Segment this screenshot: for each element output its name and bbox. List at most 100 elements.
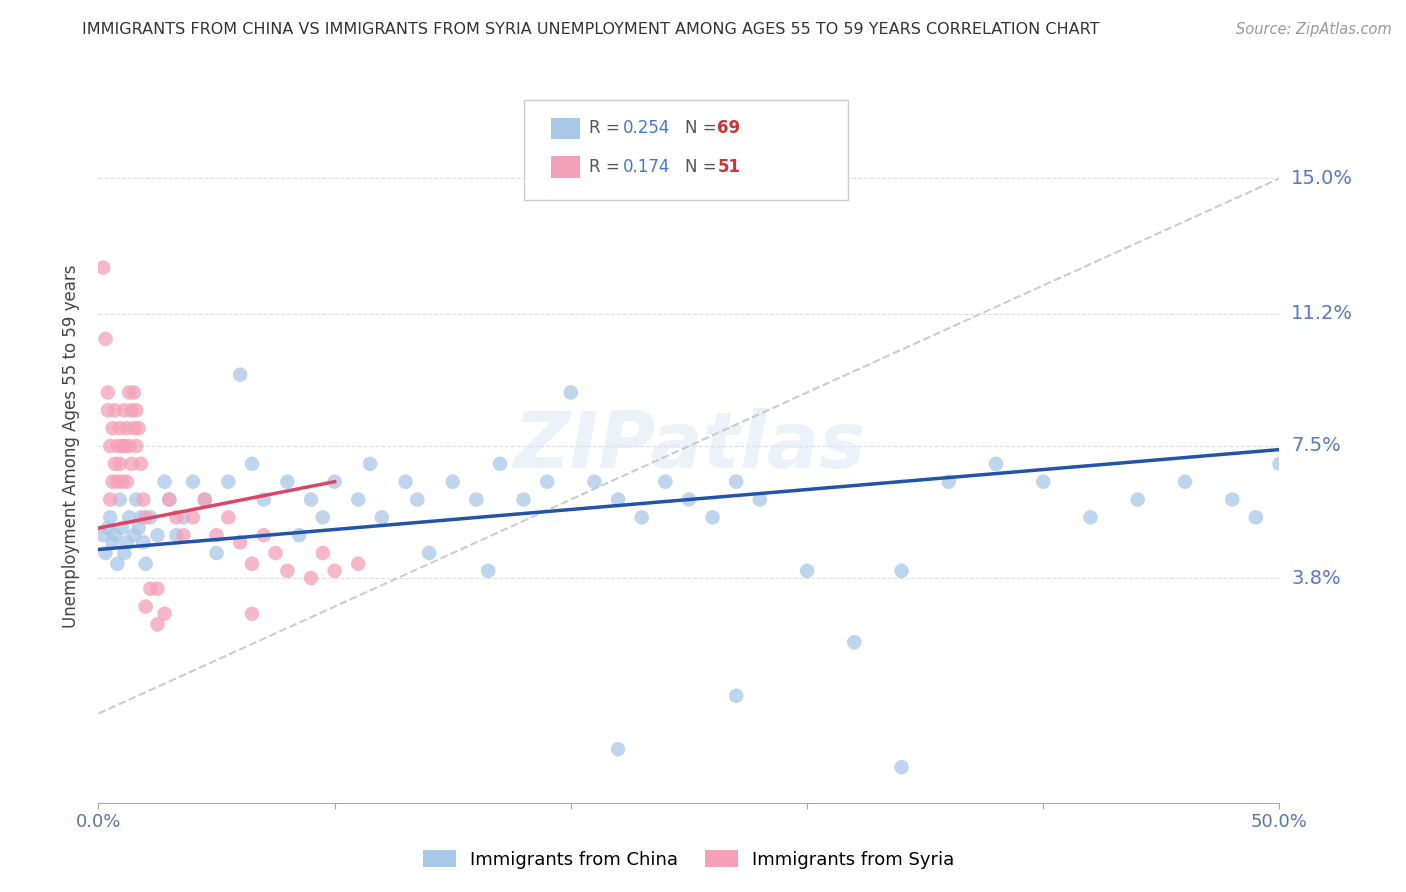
Point xyxy=(240,457,263,471)
Point xyxy=(165,528,187,542)
Point xyxy=(536,475,558,489)
Point xyxy=(229,368,252,382)
Point xyxy=(477,564,499,578)
Point xyxy=(1174,475,1197,489)
Text: 0.174: 0.174 xyxy=(623,158,671,176)
Point xyxy=(98,510,121,524)
Point xyxy=(91,528,114,542)
Point xyxy=(108,421,131,435)
Point xyxy=(125,403,148,417)
Point xyxy=(1126,492,1149,507)
Point xyxy=(153,475,176,489)
Point xyxy=(347,557,370,571)
Point xyxy=(129,457,152,471)
Text: R =: R = xyxy=(589,120,624,137)
Point xyxy=(938,475,960,489)
Point xyxy=(101,475,124,489)
Point xyxy=(299,571,322,585)
Text: Source: ZipAtlas.com: Source: ZipAtlas.com xyxy=(1236,22,1392,37)
Point xyxy=(441,475,464,489)
Point xyxy=(276,475,298,489)
Point xyxy=(205,528,228,542)
Bar xyxy=(551,156,581,178)
Point xyxy=(240,557,263,571)
Point xyxy=(105,557,128,571)
Point xyxy=(157,492,180,507)
Point xyxy=(194,492,217,507)
Point xyxy=(128,421,150,435)
Point xyxy=(630,510,652,524)
Point xyxy=(128,521,150,535)
Point xyxy=(312,510,335,524)
Point xyxy=(299,492,322,507)
Point xyxy=(112,546,135,560)
Text: 3.8%: 3.8% xyxy=(1291,568,1341,588)
Point xyxy=(1220,492,1243,507)
Point xyxy=(112,439,135,453)
Point xyxy=(122,528,145,542)
Point xyxy=(288,528,311,542)
Point xyxy=(312,546,335,560)
Point xyxy=(121,403,143,417)
Text: 11.2%: 11.2% xyxy=(1291,304,1353,324)
Point xyxy=(135,599,157,614)
Text: ZIPatlas: ZIPatlas xyxy=(513,408,865,484)
Point xyxy=(194,492,217,507)
Point xyxy=(101,421,124,435)
Point xyxy=(112,403,135,417)
Point xyxy=(229,535,252,549)
Point xyxy=(139,510,162,524)
Text: 51: 51 xyxy=(717,158,741,176)
Legend: Immigrants from China, Immigrants from Syria: Immigrants from China, Immigrants from S… xyxy=(416,843,962,876)
Point xyxy=(253,492,276,507)
Point xyxy=(725,475,748,489)
Point xyxy=(371,510,394,524)
Point xyxy=(108,492,131,507)
Point xyxy=(157,492,180,507)
Point xyxy=(97,521,120,535)
Point xyxy=(1080,510,1102,524)
Y-axis label: Unemployment Among Ages 55 to 59 years: Unemployment Among Ages 55 to 59 years xyxy=(62,264,80,628)
Point xyxy=(108,457,131,471)
Point xyxy=(153,607,176,621)
Point xyxy=(796,564,818,578)
Point xyxy=(181,475,204,489)
Point xyxy=(465,492,488,507)
Point xyxy=(121,457,143,471)
Point xyxy=(105,439,128,453)
Point xyxy=(132,535,155,549)
Point xyxy=(104,457,127,471)
Text: 15.0%: 15.0% xyxy=(1291,169,1353,188)
Point xyxy=(118,385,141,400)
Point xyxy=(984,457,1007,471)
Point xyxy=(98,439,121,453)
Point xyxy=(118,510,141,524)
Point xyxy=(146,617,169,632)
Point xyxy=(146,582,169,596)
Point xyxy=(678,492,700,507)
Point xyxy=(172,510,194,524)
Point xyxy=(181,510,204,524)
Point xyxy=(94,332,117,346)
Point xyxy=(165,510,187,524)
Point xyxy=(115,421,138,435)
Point xyxy=(97,403,120,417)
Point xyxy=(264,546,287,560)
Point xyxy=(101,535,124,549)
Point xyxy=(97,385,120,400)
Point xyxy=(115,475,138,489)
Point xyxy=(118,439,141,453)
Point xyxy=(115,535,138,549)
Point xyxy=(1244,510,1267,524)
Point xyxy=(104,528,127,542)
Point xyxy=(702,510,724,524)
Point xyxy=(607,492,630,507)
Point xyxy=(132,492,155,507)
Text: 7.5%: 7.5% xyxy=(1291,436,1341,456)
Point xyxy=(406,492,429,507)
Point xyxy=(489,457,512,471)
Point xyxy=(205,546,228,560)
Point xyxy=(125,439,148,453)
Point xyxy=(217,510,239,524)
Point xyxy=(135,510,157,524)
